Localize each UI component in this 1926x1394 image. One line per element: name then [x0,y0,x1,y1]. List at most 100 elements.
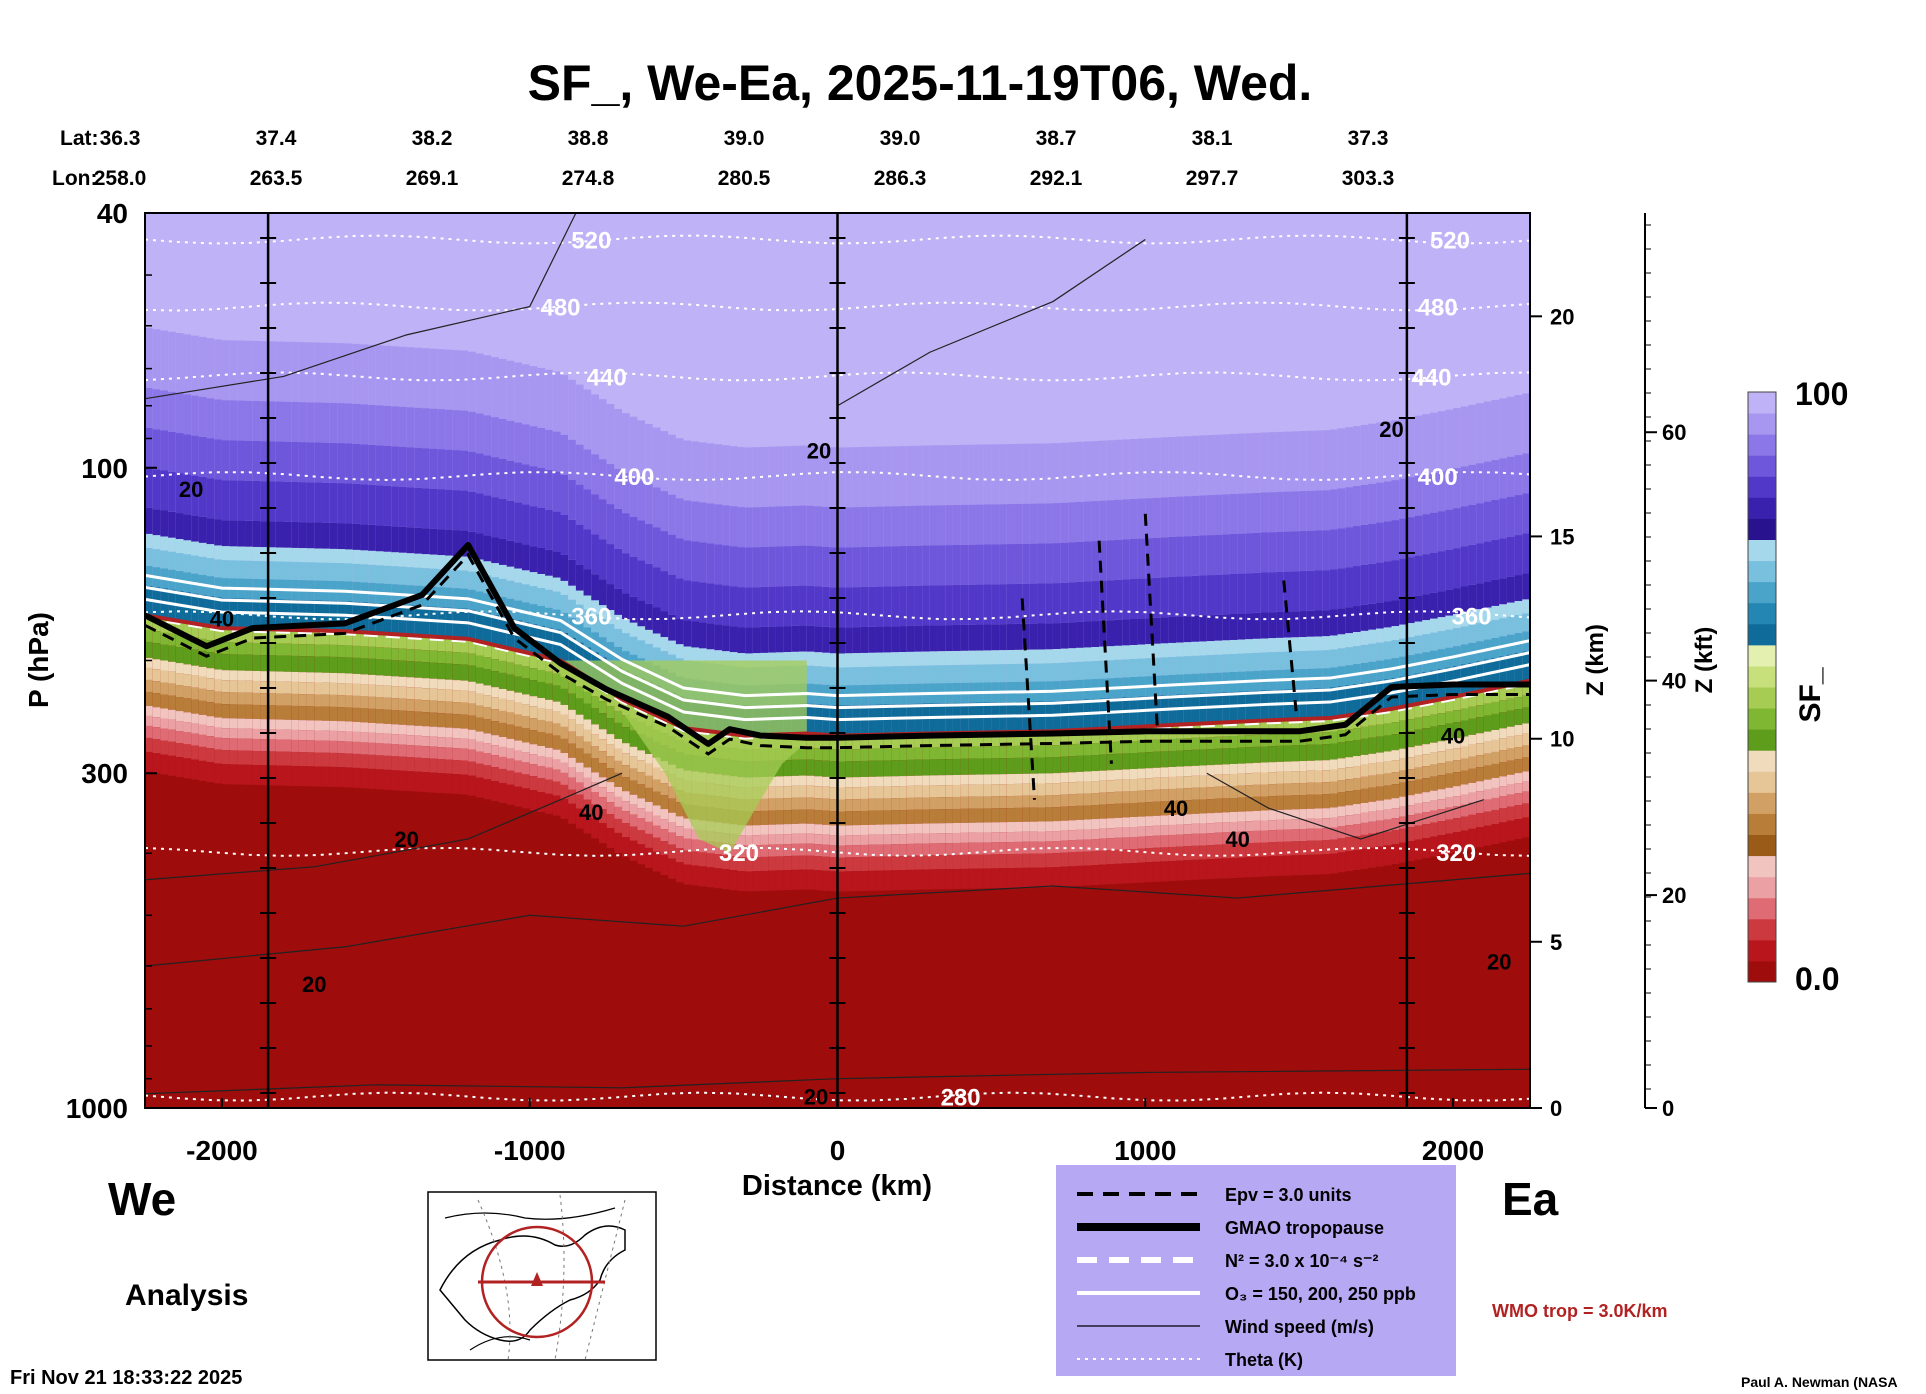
field-cell [976,774,985,785]
field-cell [1145,740,1154,753]
field-cell [598,605,608,620]
field-cell [260,481,269,522]
field-cell [637,600,646,627]
field-cell [1453,772,1462,787]
field-cell [221,728,231,739]
field-cell [591,772,600,783]
field-cell [899,734,908,749]
field-cell [291,547,300,562]
field-cell [914,445,923,506]
field-cell [398,566,408,585]
field-cell [799,625,808,652]
field-cell [1114,659,1123,678]
theta-label: 320 [1436,840,1476,867]
field-cell [1199,799,1208,814]
field-cell [875,734,885,749]
field-cell [960,746,969,759]
field-cell [837,871,846,892]
field-cell [537,427,546,468]
field-cell [591,454,600,495]
field-cell [1183,436,1193,497]
field-cell [1391,760,1400,773]
wind-label: 20 [179,477,203,502]
field-cell [491,645,500,660]
field-cell [1460,586,1470,613]
field-cell [775,626,785,653]
field-cell [775,798,785,811]
field-cell [1083,805,1093,820]
field-cell [691,621,700,648]
legend-label: Wind speed (m/s) [1225,1317,1374,1337]
field-cell [560,762,569,773]
field-cell [1506,684,1516,699]
field-cell [252,400,262,441]
field-cell [1353,814,1362,825]
field-cell [498,578,508,597]
field-cell [491,755,500,768]
field-cell [1306,570,1316,611]
field-cell [868,776,877,787]
field-cell [1214,812,1223,823]
field-cell [1160,835,1169,848]
field-cell [1368,811,1377,822]
field-cell [937,585,946,626]
field-cell [191,555,200,574]
field-cell [829,447,839,508]
field-cell [1406,805,1416,816]
field-cell [1052,731,1062,1108]
field-cell [829,871,839,892]
field-cell [1176,738,1185,751]
field-cell [1106,728,1116,1108]
field-cell [175,621,185,636]
field-cell [1283,829,1293,842]
field-cell [375,709,385,724]
field-cell [1276,611,1285,638]
field-cell [814,546,823,587]
field-cell [791,445,800,506]
field-cell [575,672,585,1108]
field-cell [691,441,700,502]
field-cell [1506,784,1516,795]
field-cell [1068,782,1077,795]
field-cell [775,810,785,825]
field-cell [352,731,362,742]
field-cell [860,844,869,857]
field-cell [860,870,869,891]
field-cell [1229,639,1239,654]
field-cell [483,415,492,456]
field-cell [237,400,246,441]
field-cell [598,539,608,580]
field-cell [852,787,862,800]
field-cell [475,731,485,742]
field-cell [899,856,908,871]
field-cell [314,706,323,721]
field-cell [768,810,777,825]
field-cell [1445,711,1454,724]
field-cell [345,741,354,754]
field-cell [1099,754,1108,771]
field-cell [360,213,369,345]
field-cell [483,685,492,696]
field-cell [545,699,554,710]
field-cell [1368,563,1377,604]
field-cell [160,682,169,695]
field-cell [175,513,185,540]
field-cell [976,746,985,759]
field-cell [1176,213,1185,437]
field-cell [491,659,500,672]
field-cell [1437,213,1446,412]
field-cell [422,528,431,555]
field-cell [1068,852,1077,867]
field-cell [922,855,931,870]
field-cell [1445,509,1454,550]
field-cell [783,760,792,777]
field-cell [198,760,208,781]
field-cell [1076,839,1085,852]
lon-value: 280.5 [718,167,771,190]
field-cell [1306,610,1316,637]
field-cell [514,692,523,703]
lon-value: 258.0 [94,167,147,190]
field-cell [1068,730,1077,745]
field-cell [475,453,485,494]
field-cell [729,213,739,447]
